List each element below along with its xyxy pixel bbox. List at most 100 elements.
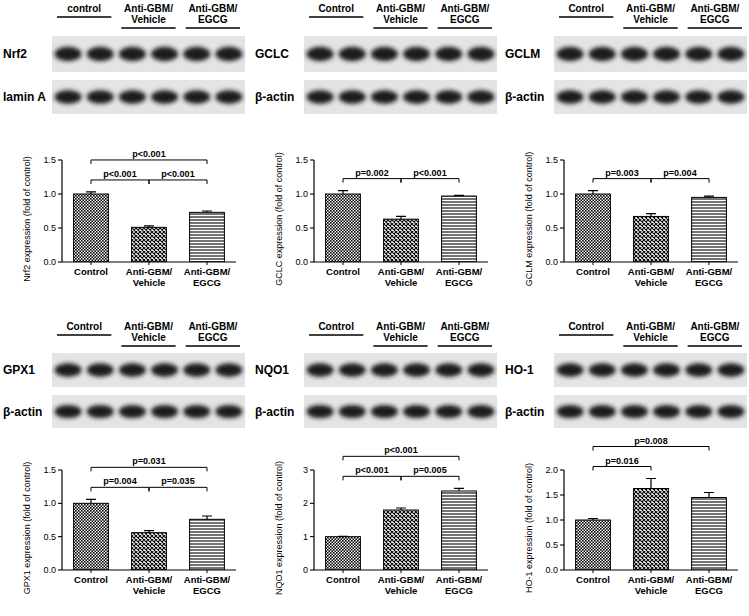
- y-tick-label: 1.0: [545, 515, 558, 525]
- blot-strip: [52, 80, 245, 114]
- x-tick: [593, 262, 594, 265]
- blot-band: [371, 363, 398, 377]
- error-bar: [646, 214, 656, 217]
- error-bar: [588, 191, 598, 194]
- y-tick: [560, 544, 564, 545]
- blot-band: [685, 47, 712, 61]
- blot-band: [55, 90, 82, 104]
- error-bar: [338, 536, 348, 538]
- x-tick: [593, 570, 594, 573]
- y-tick: [310, 159, 314, 160]
- blot-band: [183, 405, 210, 418]
- bar: [692, 498, 727, 571]
- y-tick-label: 1.0: [43, 498, 56, 508]
- y-tick: [58, 469, 62, 470]
- blot-group-label: Anti-GBM/Vehicle: [124, 321, 173, 343]
- y-axis: [563, 160, 564, 262]
- x-tick-label: Anti-GBM/EGCG: [184, 574, 231, 596]
- blot-strip: [52, 353, 245, 387]
- blot-band: [371, 47, 398, 61]
- blot-group-line: [438, 27, 492, 28]
- x-tick-label: Anti-GBM/EGCG: [686, 574, 733, 596]
- blot-band: [717, 47, 744, 61]
- p-value: p=0.002: [355, 168, 388, 178]
- blot-group-label: Control: [568, 321, 604, 332]
- y-tick-label: 0.0: [43, 257, 56, 267]
- blot-group-label: Control: [568, 3, 604, 14]
- blot-group-line: [186, 27, 240, 28]
- blot-group-label: Control: [66, 321, 102, 332]
- y-axis-label: GCLC expression (fold of control): [274, 152, 284, 286]
- y-tick: [58, 569, 62, 570]
- plot-area: [576, 191, 727, 262]
- blot-band: [119, 363, 146, 377]
- blot-group-line: [438, 345, 492, 346]
- bar: [442, 491, 477, 570]
- blot-group-label: Control: [318, 321, 354, 332]
- panel: Control Anti-GBM/Vehicle Anti-GBM/EGCG GPX1…: [3, 321, 245, 596]
- protein-label: GPX1: [3, 363, 35, 377]
- bar: [74, 194, 109, 262]
- blot-strip: [304, 36, 497, 72]
- y-tick-label: 1.5: [43, 155, 56, 165]
- y-tick: [58, 159, 62, 160]
- blot-band: [151, 363, 178, 377]
- y-axis-label: GPX1 expression (fold of control): [22, 462, 32, 595]
- y-tick-label: 0: [303, 565, 308, 575]
- y-tick: [310, 193, 314, 194]
- y-tick: [560, 469, 564, 470]
- blot-band: [119, 405, 146, 418]
- significance-bracket: [91, 160, 207, 164]
- p-value: p<0.001: [355, 465, 388, 475]
- x-tick-label: Anti-GBM/EGCG: [184, 266, 231, 288]
- error-bar: [704, 196, 714, 197]
- x-tick: [651, 262, 652, 265]
- blot-band: [307, 363, 334, 377]
- blot-group-label: Anti-GBM/Vehicle: [124, 3, 173, 25]
- bar: [74, 503, 109, 570]
- blot-strip: [554, 395, 747, 428]
- y-axis: [313, 470, 314, 570]
- blot-group-line: [309, 334, 363, 335]
- blot-band: [435, 47, 462, 61]
- bar: [634, 489, 669, 571]
- panel: controlAnti-GBM/VehicleAnti-GBM/EGCGNrf2…: [3, 3, 245, 288]
- plot-area: [326, 191, 477, 262]
- x-tick: [651, 570, 652, 573]
- blot-group-line: [373, 27, 427, 28]
- blot-group-label: Control: [318, 3, 354, 14]
- blot-band: [183, 363, 210, 377]
- y-axis-label: NQO1 expression (fold of control): [274, 461, 284, 595]
- blot-band: [87, 405, 114, 418]
- p-value: p<0.001: [161, 169, 194, 179]
- y-tick-label: 0.5: [295, 223, 308, 233]
- y-tick-label: 2: [303, 498, 308, 508]
- panel: Control Anti-GBM/Vehicle Anti-GBM/EGCG GCLC…: [255, 3, 497, 288]
- blot-band: [557, 363, 584, 377]
- error-bar: [202, 516, 212, 519]
- y-tick: [310, 503, 314, 504]
- y-tick-label: 0.0: [43, 565, 56, 575]
- blot-group-label: Anti-GBM/Vehicle: [376, 3, 425, 25]
- blot-band: [589, 363, 616, 377]
- blot-band: [87, 363, 114, 377]
- blot-band: [307, 47, 334, 61]
- significance-bracket: [91, 487, 149, 491]
- plot-area: [576, 479, 727, 571]
- bar: [634, 216, 669, 262]
- y-tick: [310, 261, 314, 262]
- y-tick: [560, 261, 564, 262]
- blot-band: [403, 90, 430, 104]
- y-tick: [560, 569, 564, 570]
- blot-band: [119, 47, 146, 61]
- blot-band: [215, 47, 242, 61]
- error-bar: [202, 211, 212, 212]
- blot-group-line: [57, 16, 111, 17]
- y-axis-label: Nrf2 expression (fold of control): [22, 156, 32, 282]
- blot-group-line: [121, 345, 175, 346]
- y-tick: [58, 536, 62, 537]
- x-tick-label: Anti-GBM/EGCG: [436, 266, 483, 288]
- blot-band: [183, 47, 210, 61]
- x-tick: [709, 570, 710, 573]
- bar: [442, 196, 477, 262]
